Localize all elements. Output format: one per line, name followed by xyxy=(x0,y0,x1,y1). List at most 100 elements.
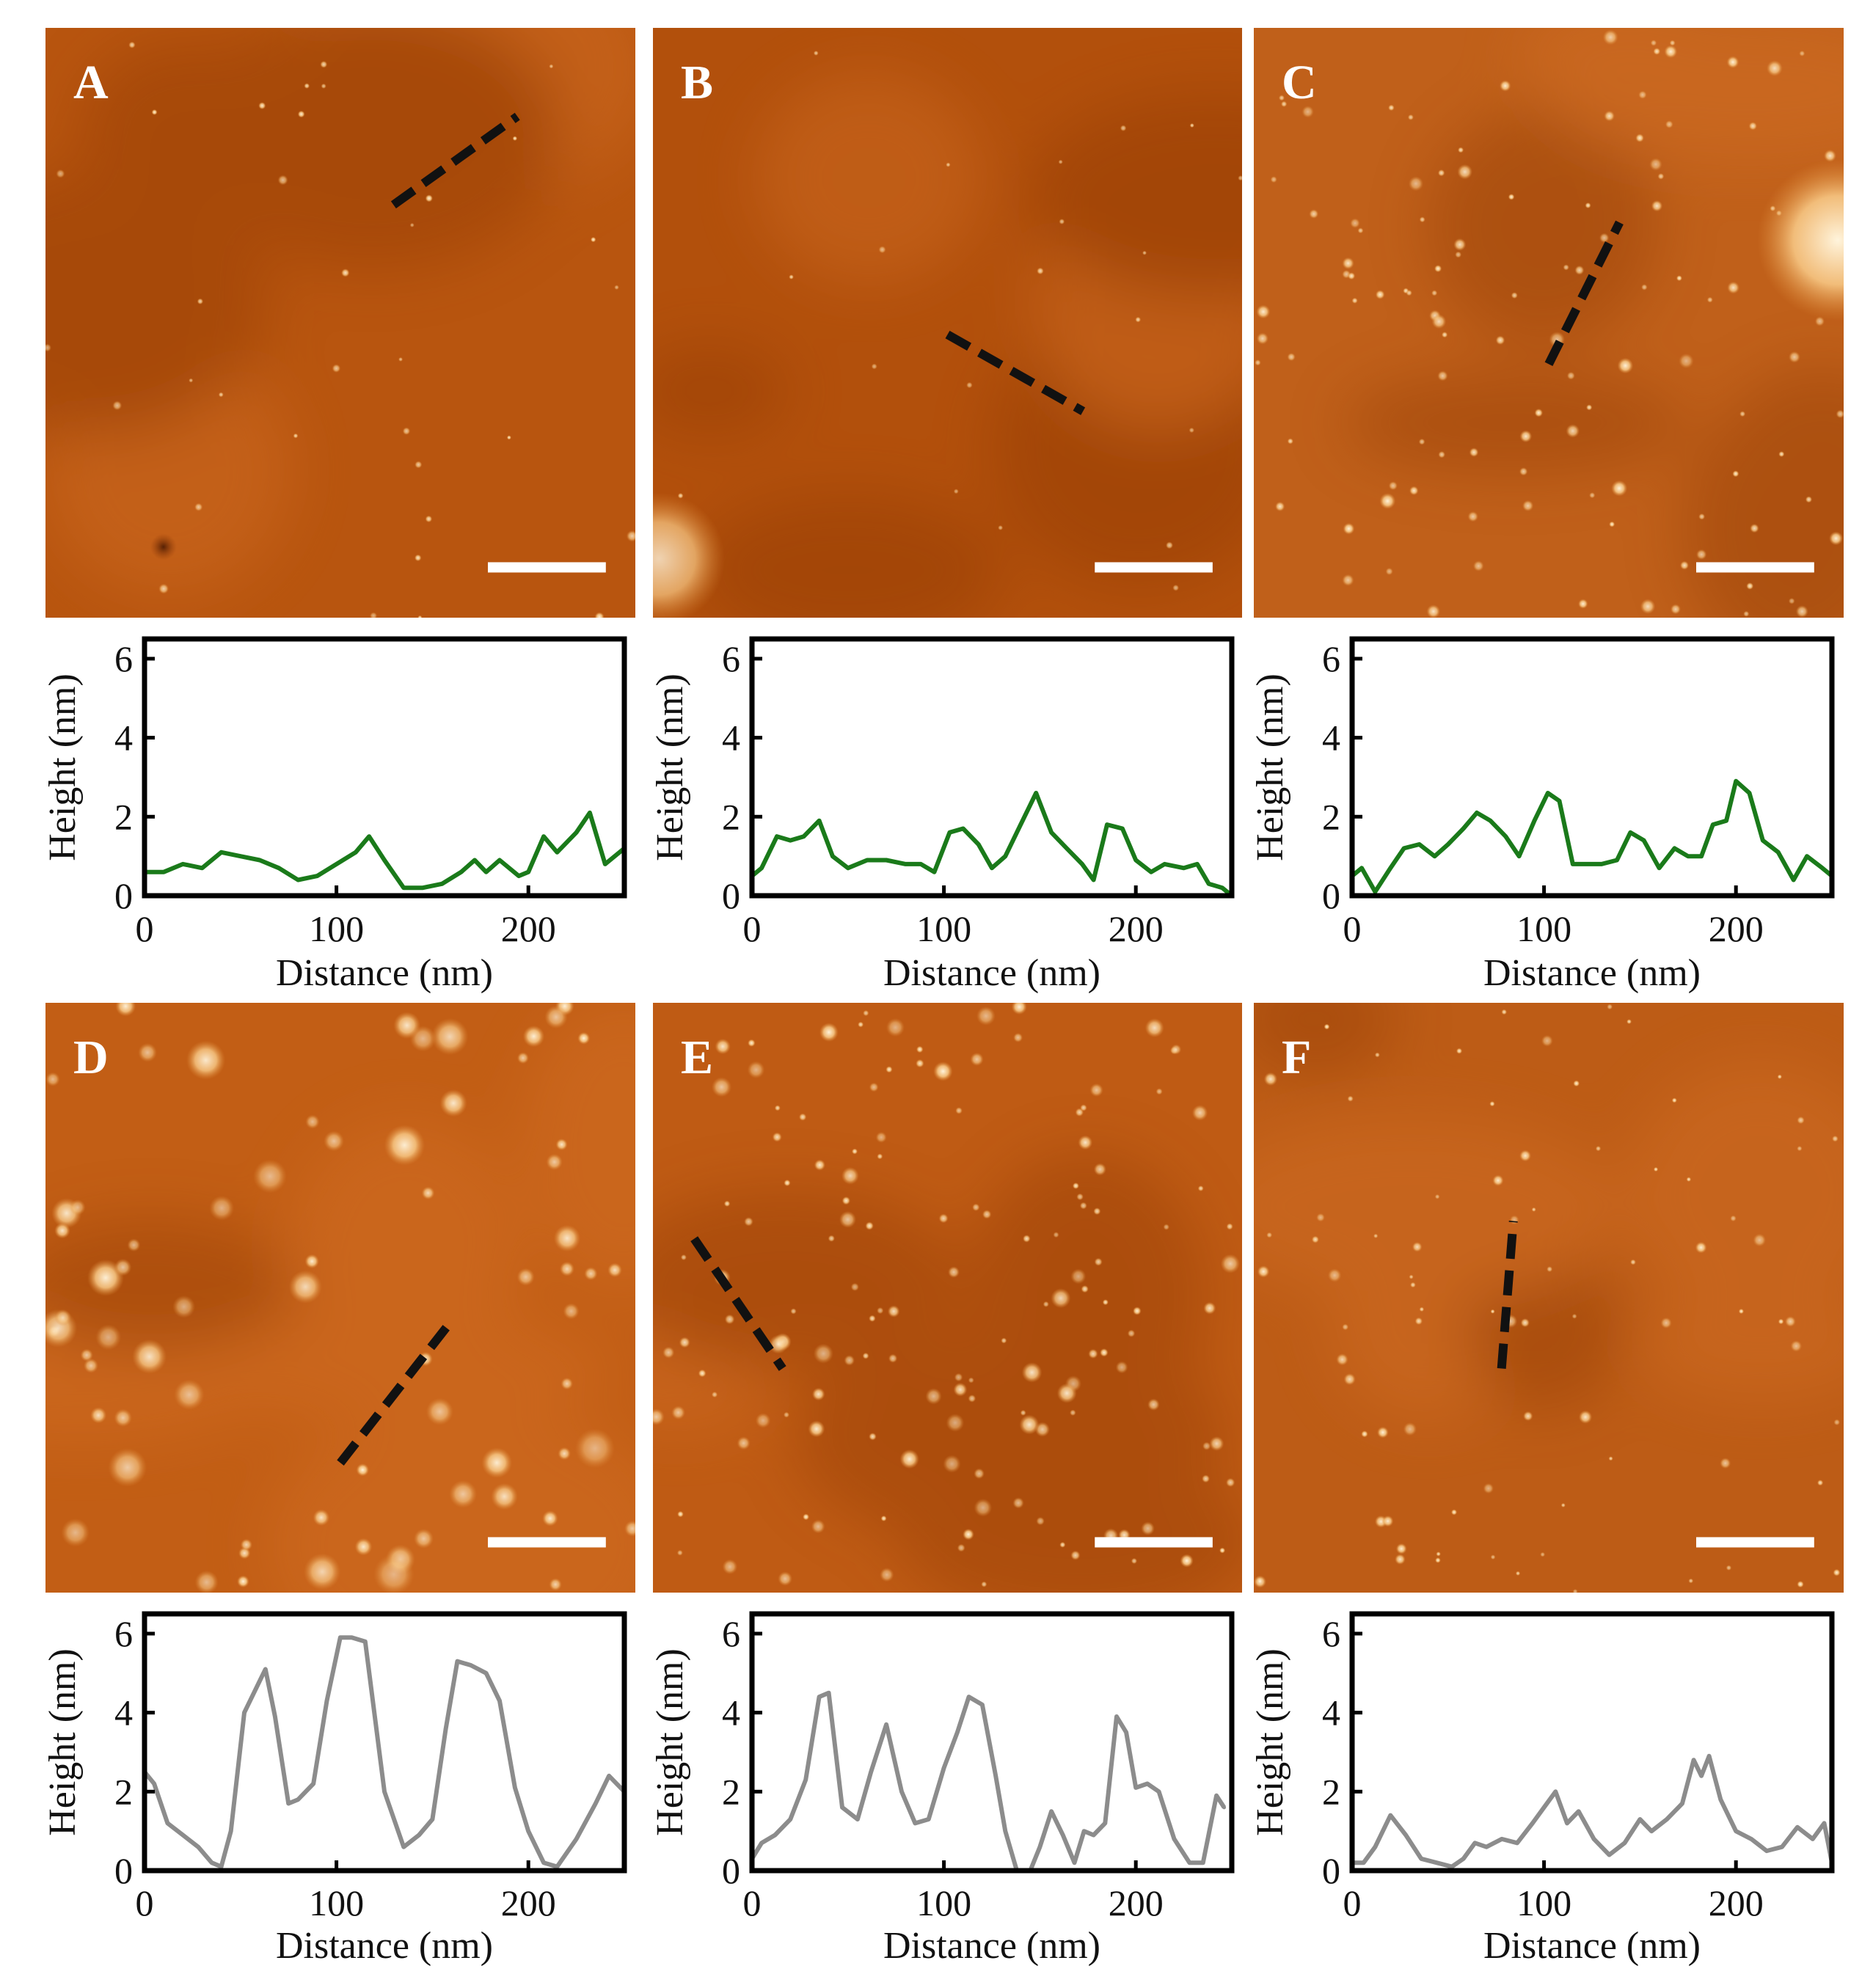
data-point xyxy=(961,826,965,830)
data-point xyxy=(196,1845,200,1849)
y-tick-label: 0 xyxy=(114,1850,133,1891)
data-point xyxy=(513,1786,517,1790)
data-point xyxy=(846,866,850,870)
data-point xyxy=(1686,854,1690,858)
data-point xyxy=(1764,1849,1769,1853)
x-tick-label: 200 xyxy=(1709,1882,1764,1923)
data-point xyxy=(817,1695,822,1699)
scale-bar xyxy=(1696,562,1814,573)
data-point xyxy=(1182,866,1186,870)
data-point xyxy=(927,1817,931,1821)
data-point xyxy=(417,1833,421,1838)
x-tick-label: 200 xyxy=(1709,908,1764,949)
data-point xyxy=(1201,1860,1205,1865)
data-point xyxy=(430,1817,434,1821)
x-axis-title: Distance (nm) xyxy=(276,1925,493,1967)
scale-bar xyxy=(488,562,606,573)
data-point xyxy=(420,885,425,890)
data-point xyxy=(1434,1860,1439,1865)
data-point xyxy=(775,834,779,838)
data-point xyxy=(219,1865,224,1869)
data-point xyxy=(1373,890,1377,894)
x-tick-label: 100 xyxy=(309,1882,364,1923)
y-tick-label: 6 xyxy=(1322,638,1340,679)
data-point xyxy=(516,874,521,878)
data-point xyxy=(1049,830,1054,835)
data-point xyxy=(1003,854,1007,858)
data-point xyxy=(1207,882,1211,886)
data-point xyxy=(1472,1841,1477,1845)
profile-series-line xyxy=(751,791,1233,898)
data-point xyxy=(1607,1852,1612,1857)
data-point xyxy=(1748,791,1752,795)
data-point xyxy=(1105,822,1109,827)
data-point xyxy=(603,862,607,866)
scale-bar xyxy=(1095,1537,1213,1548)
profile-line xyxy=(945,330,1086,415)
data-point xyxy=(1724,819,1728,823)
data-point xyxy=(541,834,546,838)
data-point xyxy=(913,1821,917,1825)
data-point xyxy=(1657,866,1662,870)
data-point xyxy=(594,1801,598,1805)
data-point xyxy=(1530,1821,1535,1825)
y-axis-title: Height (nm) xyxy=(1249,673,1291,861)
data-point xyxy=(484,1671,489,1675)
data-point xyxy=(942,1766,946,1770)
data-point xyxy=(311,1782,315,1786)
y-tick-label: 4 xyxy=(1322,717,1340,759)
scale-bar xyxy=(1095,562,1213,573)
profile-line xyxy=(390,112,520,209)
data-point xyxy=(817,819,822,823)
data-point xyxy=(152,1782,156,1786)
data-point xyxy=(1565,1821,1569,1825)
y-axis-title: Height (nm) xyxy=(42,673,84,861)
data-point xyxy=(827,1691,831,1695)
data-point xyxy=(1419,1857,1423,1861)
plot-frame xyxy=(1349,636,1835,899)
data-point xyxy=(1533,819,1537,823)
y-axis-title: Height (nm) xyxy=(1249,1648,1291,1836)
profile-line xyxy=(690,1236,786,1371)
data-point xyxy=(759,1841,764,1845)
y-tick-label: 0 xyxy=(722,875,740,916)
data-point xyxy=(1403,1833,1408,1838)
data-point xyxy=(1637,1817,1642,1821)
data-point xyxy=(1114,1714,1119,1719)
data-point xyxy=(1187,1860,1191,1865)
data-point xyxy=(497,1698,502,1703)
data-point xyxy=(555,850,559,855)
data-point xyxy=(1092,1833,1096,1838)
data-point xyxy=(1162,862,1166,866)
data-point xyxy=(830,854,835,858)
data-point xyxy=(1359,866,1364,870)
data-point xyxy=(1133,858,1138,863)
data-point xyxy=(350,1635,354,1640)
x-tick-label: 200 xyxy=(1109,908,1164,949)
y-tick-label: 4 xyxy=(114,717,133,759)
data-point xyxy=(526,1829,530,1833)
x-tick-label: 0 xyxy=(743,1882,762,1923)
x-tick-label: 200 xyxy=(501,1882,556,1923)
data-point xyxy=(1622,1841,1626,1845)
data-point xyxy=(1805,854,1809,858)
data-point xyxy=(382,858,387,863)
profile-series-line xyxy=(1351,778,1833,894)
data-point xyxy=(242,1711,247,1715)
data-point xyxy=(903,862,908,866)
data-point xyxy=(947,830,952,835)
data-point xyxy=(469,1663,473,1667)
data-point xyxy=(1417,842,1422,847)
data-point xyxy=(588,811,592,815)
afm-image-e: E xyxy=(653,1003,1242,1593)
data-point xyxy=(1795,1825,1800,1830)
data-point xyxy=(1034,791,1038,795)
data-point xyxy=(1546,791,1550,795)
panel-label: B xyxy=(681,56,713,109)
data-point xyxy=(574,830,579,835)
data-point xyxy=(367,834,371,838)
data-point xyxy=(1672,846,1676,850)
data-point xyxy=(219,850,224,855)
